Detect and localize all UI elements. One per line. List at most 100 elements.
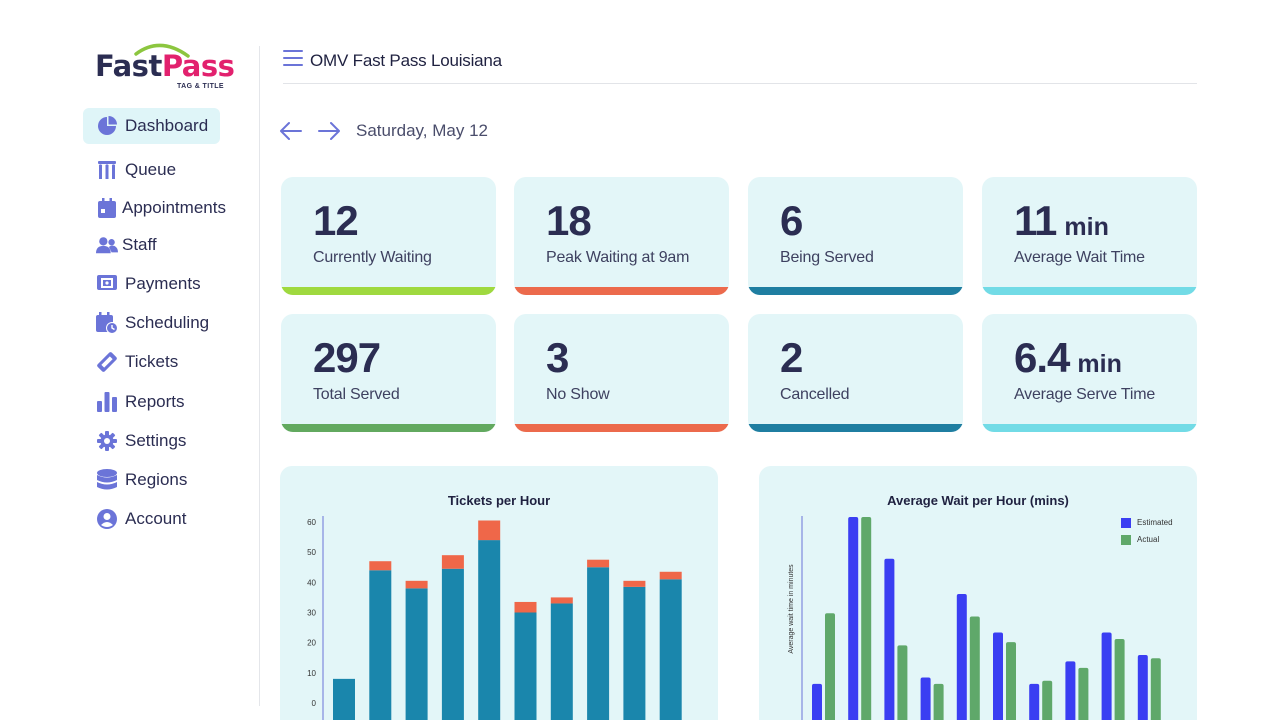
sidebar-item-label: Appointments (122, 198, 226, 217)
sidebar-item-account[interactable]: Account (83, 501, 186, 537)
bar-no-show (550, 597, 573, 604)
sidebar-divider (259, 46, 260, 706)
y-tick-label: 60 (307, 518, 316, 527)
sidebar-item-label: Account (125, 509, 187, 528)
sidebar-item-reports[interactable]: Reports (83, 384, 185, 420)
logo-subtitle: TAG & TITLE (176, 83, 224, 90)
hamburger-menu-icon[interactable] (283, 50, 303, 68)
bar-chart-icon (96, 391, 118, 413)
y-tick-label: 10 (307, 669, 316, 678)
current-date: Saturday, May 12 (356, 121, 488, 140)
page-title: OMV Fast Pass Louisiana (310, 51, 502, 70)
bar-served (333, 678, 355, 720)
stat-value: 2 (780, 334, 803, 381)
stat-label: Total Served (313, 386, 400, 403)
sidebar-item-label: Dashboard (125, 116, 209, 135)
top-header: OMV Fast Pass Louisiana (283, 46, 1197, 84)
y-tick-label: 0 (312, 699, 317, 708)
stat-label: Being Served (780, 249, 874, 266)
legend-item-estimated: Estimated (1121, 514, 1173, 531)
legend-label: Actual (1137, 535, 1160, 544)
sidebar: FastPass TAG & TITLE Dashboard Queue App… (0, 0, 260, 720)
sidebar-item-tickets[interactable]: Tickets (83, 344, 178, 380)
bar-estimated (1101, 632, 1112, 720)
bar-served (659, 579, 682, 720)
y-axis-label: Average wait time in minutes (788, 564, 795, 654)
chart-legend: Estimated Actual (1121, 514, 1173, 548)
bar-served (623, 586, 646, 720)
bar-estimated (1065, 661, 1076, 720)
bar-actual (861, 517, 872, 720)
stat-accent-bar (514, 424, 729, 432)
sidebar-item-label: Payments (125, 274, 201, 293)
sidebar-item-dashboard[interactable]: Dashboard (83, 108, 220, 144)
bar-no-show (623, 580, 646, 587)
logo-primary-text: Fast (95, 49, 162, 83)
sidebar-item-settings[interactable]: Settings (83, 423, 186, 459)
sidebar-item-scheduling[interactable]: Scheduling (83, 305, 209, 341)
bar-no-show (405, 580, 428, 589)
bar-actual (1114, 638, 1125, 720)
sidebar-item-label: Tickets (125, 352, 179, 371)
queue-icon (96, 159, 118, 181)
logo-arc (134, 43, 190, 58)
bar-estimated (1137, 655, 1148, 720)
logo-accent-text: Pass (161, 49, 235, 83)
stat-label: No Show (546, 386, 610, 403)
stat-label: Average Wait Time (1014, 249, 1145, 266)
bar-actual (897, 645, 908, 720)
users-icon (96, 234, 118, 256)
legend-swatch (1121, 517, 1131, 528)
stat-value: 11 min (1014, 197, 1109, 244)
stat-accent-bar (281, 424, 496, 432)
bar-actual (1006, 642, 1016, 720)
arrow-left-icon[interactable] (278, 118, 304, 144)
stat-accent-bar (281, 287, 496, 295)
account-icon (96, 508, 118, 530)
stat-card-average-serve-time: 6.4 min Average Serve Time (982, 314, 1197, 432)
chart-title: Average Wait per Hour (mins) (887, 493, 1069, 508)
y-tick-label: 50 (307, 548, 316, 557)
sidebar-item-payments[interactable]: Payments (83, 266, 201, 302)
bar-no-show (441, 555, 464, 569)
bar-estimated (956, 594, 967, 720)
bar-served (369, 570, 392, 720)
bar-served (478, 540, 501, 720)
bar-estimated (848, 517, 859, 720)
sidebar-item-label: Scheduling (125, 313, 210, 332)
tickets-per-hour-chart: Tickets per Hour 0 10 20 30 40 50 60 (280, 466, 718, 720)
stat-card-cancelled: 2 Cancelled (748, 314, 963, 432)
fastpass-logo[interactable]: FastPass TAG & TITLE (94, 40, 235, 96)
stat-value: 6.4 min (1014, 334, 1122, 381)
sidebar-item-staff[interactable]: Staff (83, 227, 157, 263)
sidebar-item-regions[interactable]: Regions (83, 462, 187, 498)
arrow-right-icon[interactable] (316, 118, 342, 144)
sidebar-item-label: Regions (125, 470, 188, 489)
stat-label: Currently Waiting (313, 249, 432, 266)
stat-card-being-served: 6 Being Served (748, 177, 963, 295)
bar-estimated (993, 632, 1003, 720)
tickets-chart-plot: 0 10 20 30 40 50 60 (307, 516, 682, 720)
logo-wordmark: FastPass (95, 49, 235, 83)
schedule-icon (96, 312, 118, 334)
stat-value: 18 (546, 197, 592, 244)
bar-actual (1042, 680, 1053, 720)
average-wait-chart: Average Wait per Hour (mins) Average wai… (759, 466, 1197, 720)
stat-label: Average Serve Time (1014, 386, 1156, 403)
legend-label: Estimated (1137, 518, 1173, 527)
stat-label: Cancelled (780, 386, 850, 403)
bar-served (405, 588, 428, 720)
chart-title: Tickets per Hour (447, 493, 551, 508)
sidebar-item-appointments[interactable]: Appointments (83, 190, 226, 226)
sidebar-item-queue[interactable]: Queue (83, 152, 176, 188)
bar-served (441, 568, 464, 720)
stat-accent-bar (514, 287, 729, 295)
bar-no-show (369, 561, 392, 571)
bar-served (550, 603, 573, 720)
calendar-icon (96, 197, 118, 219)
legend-swatch (1121, 534, 1131, 545)
bar-actual (1078, 667, 1089, 720)
payment-icon (96, 273, 118, 295)
gear-icon (96, 430, 118, 452)
stat-value: 12 (313, 197, 359, 244)
